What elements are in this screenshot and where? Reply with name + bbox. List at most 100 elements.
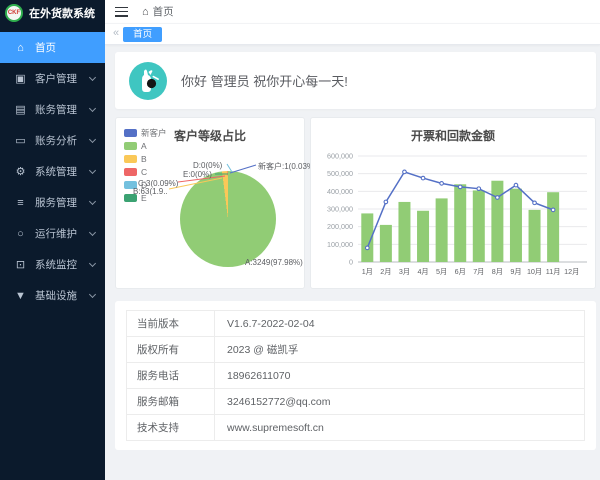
info-value: 3246152772@qq.com bbox=[215, 389, 585, 415]
chevron-down-icon bbox=[89, 135, 96, 142]
svg-text:11月: 11月 bbox=[545, 267, 560, 276]
sidebar-item-label: 客户管理 bbox=[35, 71, 90, 86]
home-icon: ⌂ bbox=[13, 42, 28, 54]
chevron-down-icon bbox=[89, 259, 96, 266]
pie-label-e: E:0(0%) bbox=[183, 170, 212, 179]
sidebar-item-document[interactable]: ▤ 账务管理 bbox=[0, 94, 105, 125]
sidebar-item-gear[interactable]: ⚙ 系统管理 bbox=[0, 156, 105, 187]
greeting-card: 你好 管理员 祝你开心每一天! bbox=[115, 52, 596, 109]
tabs-scroll-left-icon[interactable]: « bbox=[113, 27, 119, 39]
svg-text:300,000: 300,000 bbox=[327, 205, 353, 214]
legend-label: A bbox=[141, 141, 147, 151]
sidebar-item-label: 系统监控 bbox=[35, 257, 90, 272]
info-table: 当前版本V1.6.7-2022-02-04版权所有2023 @ 磁凯孚服务电话1… bbox=[126, 310, 585, 441]
svg-text:9月: 9月 bbox=[510, 267, 521, 276]
pie-label-d: D:0(0%) bbox=[193, 161, 222, 170]
content: 你好 管理员 祝你开心每一天! 客户等级占比 新客户ABCDE D: bbox=[105, 45, 600, 480]
info-label: 版权所有 bbox=[127, 337, 215, 363]
info-value: 18962611070 bbox=[215, 363, 585, 389]
sidebar-item-label: 账务分析 bbox=[35, 133, 90, 148]
legend-item[interactable]: 新客户 bbox=[124, 126, 167, 139]
logo-icon: CKF bbox=[5, 4, 23, 22]
svg-text:600,000: 600,000 bbox=[327, 152, 353, 161]
legend-label: C bbox=[141, 167, 147, 177]
bar-chart-title: 开票和回款金额 bbox=[311, 127, 595, 144]
hamburger-icon[interactable] bbox=[115, 7, 128, 17]
table-row: 当前版本V1.6.7-2022-02-04 bbox=[127, 311, 585, 337]
legend-item[interactable]: A bbox=[124, 139, 167, 152]
svg-text:7月: 7月 bbox=[473, 267, 484, 276]
chevron-down-icon bbox=[89, 228, 96, 235]
legend-swatch bbox=[124, 129, 137, 137]
info-label: 服务邮箱 bbox=[127, 389, 215, 415]
svg-text:8月: 8月 bbox=[491, 267, 502, 276]
info-value: V1.6.7-2022-02-04 bbox=[215, 311, 585, 337]
info-value: www.supremesoft.cn bbox=[215, 415, 585, 441]
svg-text:6月: 6月 bbox=[454, 267, 465, 276]
funnel-icon: ▼ bbox=[13, 290, 28, 302]
svg-text:4月: 4月 bbox=[417, 267, 428, 276]
sidebar-item-display[interactable]: ⊡ 系统监控 bbox=[0, 249, 105, 280]
bar-line-chart[interactable]: 0100,000200,000300,000400,000500,000600,… bbox=[312, 148, 595, 286]
sidebar-item-monitor[interactable]: ▭ 账务分析 bbox=[0, 125, 105, 156]
sidebar-item-funnel[interactable]: ▼ 基础设施 bbox=[0, 280, 105, 311]
sidebar-item-label: 运行维护 bbox=[35, 226, 90, 241]
main-area: ⌂ 首页 « 首页 你好 管理员 祝你开心每一天! bbox=[105, 0, 600, 480]
logo[interactable]: CKF 在外货款系统 bbox=[0, 0, 105, 26]
legend-label: B bbox=[141, 154, 147, 164]
server-icon: ≡ bbox=[13, 197, 28, 209]
home-icon: ⌂ bbox=[142, 6, 149, 18]
chevron-down-icon bbox=[89, 104, 96, 111]
monitor-icon: ▭ bbox=[13, 134, 28, 147]
user-card-icon: ▣ bbox=[13, 72, 28, 85]
info-label: 技术支持 bbox=[127, 415, 215, 441]
chevron-down-icon bbox=[89, 197, 96, 204]
document-icon: ▤ bbox=[13, 103, 28, 116]
svg-text:12月: 12月 bbox=[564, 267, 579, 276]
legend-swatch bbox=[124, 155, 137, 163]
sidebar-item-label: 账务管理 bbox=[35, 102, 90, 117]
charts-row: 客户等级占比 新客户ABCDE D:0(0%) 新客户:1(0.03%) E:0… bbox=[115, 117, 596, 289]
svg-text:10月: 10月 bbox=[526, 267, 541, 276]
legend-swatch bbox=[124, 142, 137, 150]
top-navbar: ⌂ 首页 bbox=[105, 0, 600, 23]
sidebar-item-label: 首页 bbox=[35, 40, 95, 55]
svg-text:5月: 5月 bbox=[436, 267, 447, 276]
legend-item[interactable]: C bbox=[124, 165, 167, 178]
table-row: 服务邮箱3246152772@qq.com bbox=[127, 389, 585, 415]
display-icon: ⊡ bbox=[13, 258, 28, 271]
avatar-illustration bbox=[129, 62, 167, 100]
svg-text:2月: 2月 bbox=[380, 267, 391, 276]
chevron-down-icon bbox=[89, 290, 96, 297]
sidebar-item-server[interactable]: ≡ 服务管理 bbox=[0, 187, 105, 218]
svg-text:500,000: 500,000 bbox=[327, 169, 353, 178]
sidebar-menu: ⌂ 首页 ▣ 客户管理 ▤ 账务管理 ▭ 账务分析 ⚙ 系统管理 ≡ 服务管理 ○ 运行维护 ⊡ 系统监控 ▼ 基… bbox=[0, 32, 105, 311]
breadcrumb-label: 首页 bbox=[153, 4, 174, 19]
breadcrumb: ⌂ 首页 bbox=[142, 4, 174, 19]
svg-text:3月: 3月 bbox=[398, 267, 409, 276]
pie-label-new: 新客户:1(0.03%) bbox=[258, 161, 317, 172]
sidebar-item-user-card[interactable]: ▣ 客户管理 bbox=[0, 63, 105, 94]
sidebar-item-label: 系统管理 bbox=[35, 164, 90, 179]
operation-icon: ○ bbox=[13, 228, 28, 240]
pie-chart-panel: 客户等级占比 新客户ABCDE D:0(0%) 新客户:1(0.03%) E:0… bbox=[115, 117, 305, 289]
sidebar-item-label: 基础设施 bbox=[35, 288, 90, 303]
sidebar-item-home[interactable]: ⌂ 首页 bbox=[0, 32, 105, 63]
legend-label: 新客户 bbox=[141, 127, 167, 139]
avatar bbox=[129, 62, 167, 100]
sidebar-item-label: 服务管理 bbox=[35, 195, 90, 210]
legend-item[interactable]: B bbox=[124, 152, 167, 165]
pie-chart[interactable] bbox=[180, 171, 276, 267]
info-label: 服务电话 bbox=[127, 363, 215, 389]
greeting-text: 你好 管理员 祝你开心每一天! bbox=[181, 71, 348, 90]
sidebar-item-operation[interactable]: ○ 运行维护 bbox=[0, 218, 105, 249]
app-root: CKF 在外货款系统 ⌂ 首页 ▣ 客户管理 ▤ 账务管理 ▭ 账务分析 ⚙ 系统管理 ≡ 服务管理 ○… bbox=[0, 0, 600, 480]
svg-text:1月: 1月 bbox=[361, 267, 372, 276]
table-row: 版权所有2023 @ 磁凯孚 bbox=[127, 337, 585, 363]
gear-icon: ⚙ bbox=[13, 165, 28, 178]
info-card: 当前版本V1.6.7-2022-02-04版权所有2023 @ 磁凯孚服务电话1… bbox=[115, 301, 596, 450]
tab-home[interactable]: 首页 bbox=[123, 27, 162, 42]
chevron-down-icon bbox=[89, 166, 96, 173]
table-row: 服务电话18962611070 bbox=[127, 363, 585, 389]
tab-strip: « 首页 bbox=[105, 23, 600, 45]
